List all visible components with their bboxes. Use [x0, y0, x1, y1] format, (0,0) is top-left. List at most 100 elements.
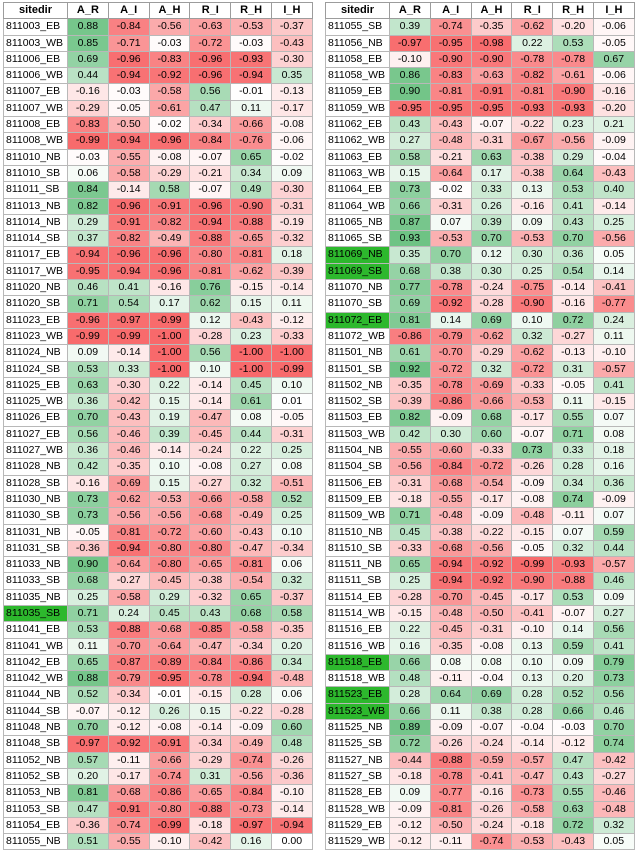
- sitedir-cell: 811054_EB: [3, 816, 68, 835]
- value-cell-r-i: -0.07: [511, 425, 554, 444]
- value-cell-a-r: -0.83: [67, 116, 109, 134]
- value-cell-a-r: 0.84: [67, 181, 109, 199]
- value-cell-i-h: -0.16: [592, 83, 635, 101]
- sitedir-cell: 811525_NB: [325, 719, 390, 737]
- table-row: 811003_EB 0.88 -0.84 -0.56 -0.63 -0.53 -0.37: [3, 18, 313, 36]
- value-cell-a-h: -0.26: [470, 800, 513, 818]
- value-cell-a-i: -0.82: [107, 230, 150, 248]
- value-cell-r-h: -0.88: [552, 572, 594, 590]
- value-cell-a-h: -0.58: [148, 83, 191, 101]
- sitedir-cell: 811058_EB: [325, 50, 390, 69]
- value-cell-r-h: 0.65: [230, 148, 272, 166]
- value-cell-i-h: -0.33: [270, 327, 313, 346]
- value-cell-r-h: -0.22: [230, 702, 272, 721]
- value-cell-r-i: -0.80: [189, 246, 232, 264]
- value-cell-r-i: 0.13: [511, 670, 554, 688]
- sitedir-cell: 811007_WB: [3, 99, 68, 118]
- value-cell-a-r: -0.10: [389, 50, 431, 69]
- value-cell-r-h: -0.14: [552, 279, 594, 297]
- value-cell-a-i: -0.09: [429, 409, 472, 427]
- value-cell-r-h: 0.53: [552, 34, 594, 52]
- value-cell-a-i: -0.99: [107, 327, 150, 346]
- table-row: 811503_WB 0.42 0.30 0.60 -0.07 0.71 0.08: [325, 425, 635, 444]
- value-cell-r-i: -0.29: [189, 751, 232, 769]
- value-cell-r-i: -0.78: [189, 670, 232, 688]
- value-cell-r-i: -0.17: [511, 588, 554, 606]
- value-cell-a-i: -0.74: [107, 816, 150, 835]
- value-cell-r-h: 0.34: [552, 474, 594, 492]
- table-row: 811509_WB 0.71 -0.48 -0.09 -0.48 -0.11 0.07: [325, 507, 635, 525]
- value-cell-a-h: -0.96: [148, 246, 191, 264]
- value-cell-a-i: -0.62: [107, 490, 150, 509]
- value-cell-r-i: 0.09: [511, 213, 554, 232]
- header-row: sitedir A_R A_I A_H R_I R_H I_H: [3, 1, 313, 20]
- value-cell-a-r: 0.37: [67, 230, 109, 248]
- value-cell-a-i: -0.46: [107, 442, 150, 460]
- table-row: 811054_EB -0.36 -0.74 -0.99 -0.18 -0.97 -0.94: [3, 816, 313, 835]
- value-cell-a-h: -0.96: [148, 262, 191, 281]
- table-row: 811529_EB -0.12 -0.50 -0.24 -0.18 0.72 0.32: [325, 816, 635, 835]
- value-cell-a-r: 0.46: [67, 279, 109, 297]
- sitedir-cell: 811516_EB: [325, 621, 390, 639]
- value-cell-i-h: 0.56: [592, 686, 635, 704]
- value-cell-i-h: 0.52: [270, 490, 313, 509]
- value-cell-a-i: 0.41: [107, 279, 150, 297]
- value-cell-a-r: 0.28: [389, 686, 431, 704]
- value-cell-r-i: -0.27: [189, 474, 232, 492]
- value-cell-r-i: -0.53: [511, 393, 554, 411]
- sitedir-cell: 811028_SB: [3, 474, 68, 492]
- value-cell-r-i: -0.16: [511, 197, 554, 215]
- value-cell-r-h: 0.72: [552, 816, 594, 835]
- value-cell-r-i: -0.73: [511, 784, 554, 802]
- value-cell-a-r: 0.90: [389, 83, 431, 101]
- sitedir-cell: 811529_EB: [325, 816, 390, 835]
- value-cell-i-h: 0.24: [592, 311, 635, 329]
- sitedir-cell: 811516_WB: [325, 637, 390, 655]
- sitedir-cell: 811014_SB: [3, 230, 68, 248]
- value-cell-a-i: -0.14: [107, 181, 150, 199]
- value-cell-a-r: -0.05: [67, 523, 109, 541]
- value-cell-a-i: -0.02: [429, 181, 472, 199]
- value-cell-a-i: -0.90: [429, 50, 472, 69]
- value-cell-a-r: 0.58: [389, 148, 431, 166]
- sitedir-cell: 811509_EB: [325, 490, 390, 509]
- value-cell-a-r: 0.25: [389, 572, 431, 590]
- value-cell-a-r: -0.99: [67, 327, 109, 346]
- value-cell-r-h: -0.74: [230, 751, 272, 769]
- value-cell-a-r: 0.53: [67, 621, 109, 639]
- table-row: 811525_NB 0.89 -0.09 -0.07 -0.04 -0.03 0.70: [325, 719, 635, 737]
- value-cell-i-h: 0.79: [592, 653, 635, 672]
- sitedir-cell: 811527_SB: [325, 767, 390, 786]
- value-cell-a-i: -0.95: [429, 99, 472, 118]
- value-cell-a-r: -0.18: [389, 490, 431, 509]
- value-cell-i-h: 0.10: [270, 523, 313, 541]
- value-cell-r-h: 0.22: [230, 442, 272, 460]
- value-cell-a-h: 0.33: [470, 181, 513, 199]
- table-row: 811006_WB 0.44 -0.94 -0.92 -0.96 -0.94 0.35: [3, 67, 313, 85]
- value-cell-a-i: 0.24: [107, 604, 150, 623]
- value-cell-r-i: -0.38: [511, 164, 554, 183]
- value-cell-a-h: 0.69: [470, 311, 513, 329]
- value-cell-r-i: -0.07: [189, 148, 232, 166]
- value-cell-r-h: -0.58: [230, 490, 272, 509]
- value-cell-r-i: -0.67: [511, 132, 554, 150]
- sitedir-cell: 811058_WB: [325, 67, 390, 85]
- table-row: 811518_WB 0.48 -0.11 -0.04 0.13 0.20 0.73: [325, 670, 635, 688]
- table-row: 811501_NB 0.61 -0.70 -0.29 -0.62 -0.13 -0.10: [325, 344, 635, 362]
- table-row: 811504_SB -0.56 -0.84 -0.72 -0.26 0.28 0.16: [325, 458, 635, 476]
- value-cell-a-h: 0.70: [470, 230, 513, 248]
- value-cell-r-h: -0.43: [230, 523, 272, 541]
- header-sitedir: sitedir: [325, 1, 390, 20]
- value-cell-r-i: -0.58: [511, 800, 554, 818]
- value-cell-r-h: 0.11: [552, 393, 594, 411]
- value-cell-a-h: -0.01: [148, 686, 191, 704]
- value-cell-a-h: -0.91: [148, 735, 191, 753]
- value-cell-a-r: -0.15: [389, 604, 431, 623]
- value-cell-a-h: 0.39: [470, 213, 513, 232]
- value-cell-a-r: 0.42: [389, 425, 431, 444]
- value-cell-r-i: -0.80: [189, 539, 232, 558]
- table-row: 811007_WB -0.29 -0.05 -0.61 0.47 0.11 -0.17: [3, 99, 313, 118]
- value-cell-a-h: 0.39: [148, 425, 191, 444]
- value-cell-r-i: 0.10: [511, 653, 554, 672]
- value-cell-a-h: 0.32: [470, 360, 513, 378]
